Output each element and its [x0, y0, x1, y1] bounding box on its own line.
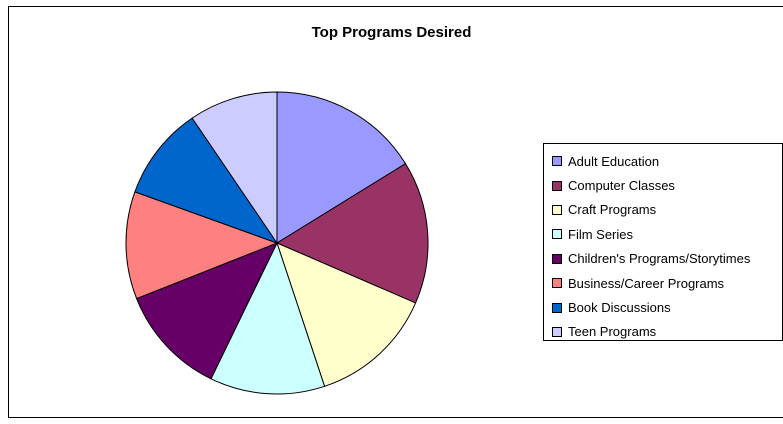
legend-label: Adult Education	[568, 153, 660, 169]
legend-label: Business/Career Programs	[568, 275, 725, 291]
pie-slice	[276, 242, 417, 387]
legend-item: Computer Classes	[552, 173, 782, 197]
legend-label: Children's Programs/Storytimes	[568, 251, 751, 267]
pie-slice	[125, 191, 279, 300]
legend-item: Craft Programs	[552, 198, 782, 222]
legend-item: Business/Career Programs	[552, 271, 782, 295]
legend-item: Adult Education	[552, 149, 782, 173]
legend-label: Computer Classes	[568, 178, 675, 194]
legend: Adult Education Computer Classes Craft Pro…	[543, 143, 783, 341]
pie-slice	[276, 91, 407, 244]
legend-item: Children's Programs/Storytimes	[552, 247, 782, 271]
pie-slice	[134, 117, 279, 244]
legend-item: Book Discussions	[552, 295, 782, 319]
legend-swatch	[552, 302, 562, 313]
pie-slice	[275, 163, 429, 304]
legend-swatch	[552, 326, 562, 337]
chart-title: Top Programs Desired	[311, 24, 472, 41]
pie-slice	[210, 241, 326, 395]
legend-item: Teen Programs	[552, 320, 782, 344]
legend-label: Craft Programs	[568, 202, 657, 218]
legend-swatch	[552, 278, 562, 289]
legend-item: Film Series	[552, 222, 782, 246]
legend-swatch	[552, 204, 562, 215]
legend-label: Book Discussions	[568, 300, 671, 316]
legend-swatch	[552, 156, 562, 167]
legend-swatch	[552, 229, 562, 240]
legend-swatch	[552, 253, 562, 264]
legend-label: Teen Programs	[568, 324, 657, 340]
pie-slice	[135, 242, 279, 380]
legend-label: Film Series	[568, 226, 634, 242]
chart-border	[8, 6, 783, 418]
legend-swatch	[552, 180, 562, 191]
pie-slice	[191, 91, 278, 245]
